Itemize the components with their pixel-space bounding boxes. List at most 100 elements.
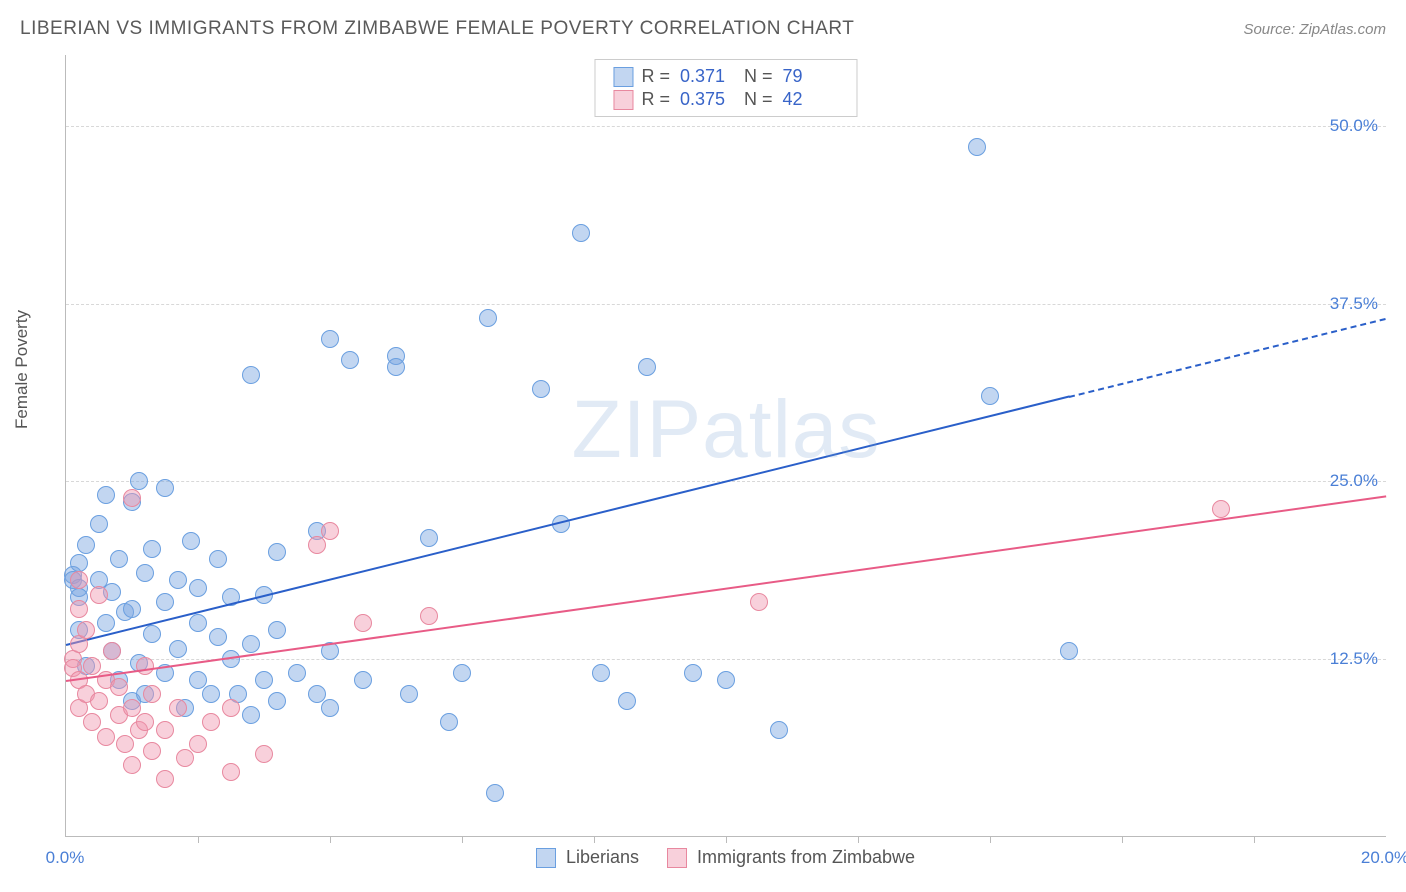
watermark: ZIPatlas — [572, 383, 881, 477]
scatter-point — [143, 685, 161, 703]
legend-r-label: R = — [641, 89, 670, 110]
scatter-point — [354, 614, 372, 632]
scatter-point — [222, 699, 240, 717]
scatter-point — [97, 614, 115, 632]
scatter-point — [189, 579, 207, 597]
scatter-point — [70, 554, 88, 572]
x-tick — [1122, 836, 1123, 843]
scatter-point — [77, 536, 95, 554]
y-tick-label: 25.0% — [1330, 471, 1378, 491]
scatter-point — [255, 671, 273, 689]
chart-title: LIBERIAN VS IMMIGRANTS FROM ZIMBABWE FEM… — [20, 18, 854, 40]
scatter-point — [209, 550, 227, 568]
scatter-point — [143, 540, 161, 558]
scatter-point — [143, 625, 161, 643]
scatter-point — [268, 621, 286, 639]
legend-r-value: 0.371 — [680, 66, 736, 87]
scatter-point — [242, 706, 260, 724]
x-tick — [198, 836, 199, 843]
scatter-point — [83, 657, 101, 675]
gridline — [66, 659, 1386, 660]
x-tick — [990, 836, 991, 843]
scatter-point — [268, 692, 286, 710]
scatter-point — [420, 529, 438, 547]
series-legend-item: Immigrants from Zimbabwe — [667, 847, 915, 868]
legend-swatch — [536, 848, 556, 868]
legend-row: R =0.371N =79 — [613, 66, 838, 87]
scatter-point — [354, 671, 372, 689]
scatter-point — [750, 593, 768, 611]
scatter-point — [387, 358, 405, 376]
scatter-point — [136, 657, 154, 675]
scatter-point — [169, 699, 187, 717]
watermark-bold: ZIP — [572, 384, 703, 475]
x-tick — [462, 836, 463, 843]
scatter-point — [110, 678, 128, 696]
scatter-point — [440, 713, 458, 731]
series-legend: LiberiansImmigrants from Zimbabwe — [65, 847, 1386, 868]
scatter-point — [130, 472, 148, 490]
legend-swatch — [613, 67, 633, 87]
scatter-point — [90, 586, 108, 604]
scatter-point — [123, 600, 141, 618]
scatter-point — [453, 664, 471, 682]
legend-swatch — [667, 848, 687, 868]
gridline — [66, 304, 1386, 305]
scatter-point — [684, 664, 702, 682]
y-axis-label: Female Poverty — [12, 309, 32, 428]
scatter-point — [116, 735, 134, 753]
x-tick — [594, 836, 595, 843]
legend-row: R =0.375N =42 — [613, 89, 838, 110]
legend-swatch — [613, 90, 633, 110]
watermark-thin: atlas — [702, 384, 880, 475]
scatter-point — [288, 664, 306, 682]
legend-r-value: 0.375 — [680, 89, 736, 110]
scatter-point — [308, 536, 326, 554]
scatter-point — [182, 532, 200, 550]
correlation-legend: R =0.371N =79R =0.375N =42 — [594, 59, 857, 117]
scatter-point — [156, 479, 174, 497]
legend-n-label: N = — [744, 89, 773, 110]
scatter-point — [189, 671, 207, 689]
scatter-point — [770, 721, 788, 739]
scatter-point — [242, 366, 260, 384]
scatter-point — [136, 564, 154, 582]
scatter-point — [532, 380, 550, 398]
scatter-point — [123, 756, 141, 774]
scatter-point — [70, 600, 88, 618]
scatter-point — [717, 671, 735, 689]
scatter-point — [156, 721, 174, 739]
scatter-point — [592, 664, 610, 682]
scatter-point — [268, 543, 286, 561]
scatter-point — [202, 713, 220, 731]
scatter-point — [638, 358, 656, 376]
scatter-point — [255, 745, 273, 763]
plot-region: ZIPatlas R =0.371N =79R =0.375N =42 12.5… — [65, 55, 1386, 837]
scatter-point — [90, 692, 108, 710]
scatter-point — [321, 330, 339, 348]
scatter-point — [1060, 642, 1078, 660]
scatter-point — [169, 640, 187, 658]
scatter-point — [123, 489, 141, 507]
y-tick-label: 37.5% — [1330, 294, 1378, 314]
scatter-point — [143, 742, 161, 760]
gridline — [66, 126, 1386, 127]
trend-line — [66, 396, 1070, 646]
scatter-point — [572, 224, 590, 242]
scatter-point — [479, 309, 497, 327]
scatter-point — [70, 571, 88, 589]
chart-header: LIBERIAN VS IMMIGRANTS FROM ZIMBABWE FEM… — [0, 0, 1406, 48]
legend-n-label: N = — [744, 66, 773, 87]
scatter-point — [400, 685, 418, 703]
scatter-point — [202, 685, 220, 703]
scatter-point — [308, 685, 326, 703]
x-tick — [330, 836, 331, 843]
scatter-point — [77, 621, 95, 639]
scatter-point — [189, 614, 207, 632]
scatter-point — [981, 387, 999, 405]
scatter-point — [618, 692, 636, 710]
scatter-point — [97, 728, 115, 746]
scatter-point — [176, 749, 194, 767]
legend-n-value: 79 — [783, 66, 839, 87]
scatter-point — [169, 571, 187, 589]
